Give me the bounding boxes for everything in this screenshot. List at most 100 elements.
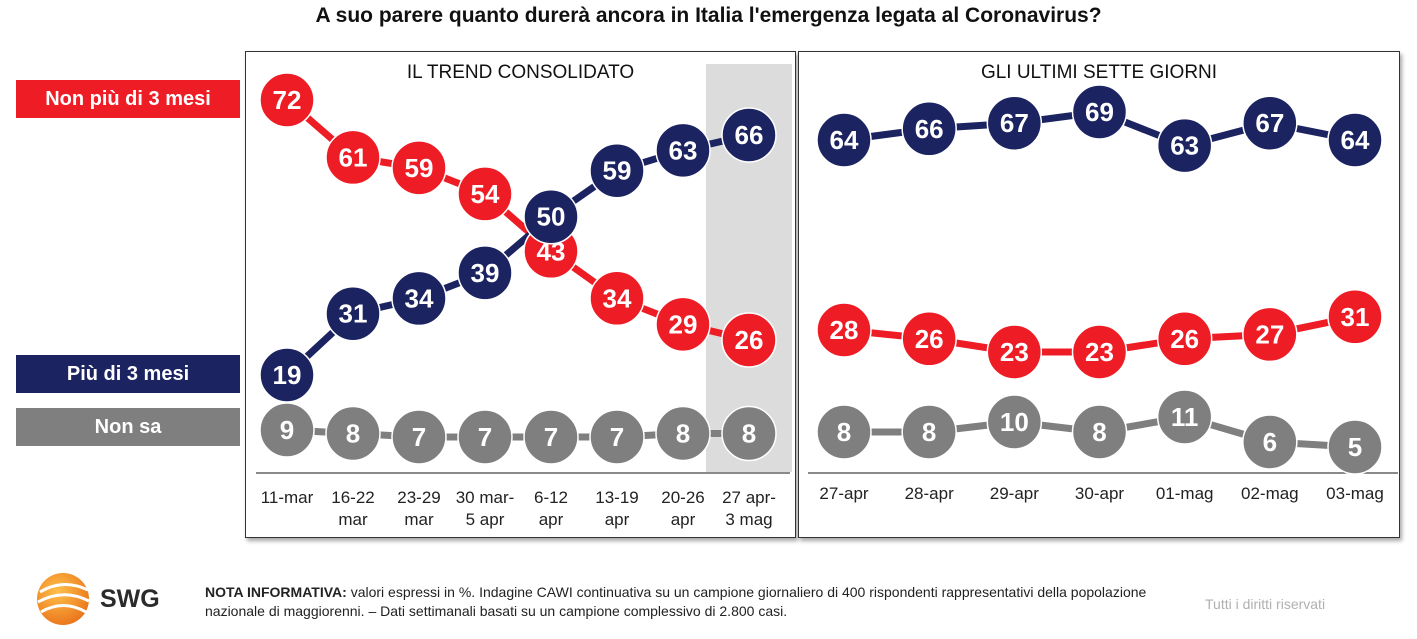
x-tick-label: 5 apr [466, 510, 505, 529]
data-label: 5 [1348, 432, 1362, 462]
data-label: 8 [346, 419, 360, 449]
x-tick-label: 11-mar [261, 488, 314, 507]
data-point [391, 140, 447, 196]
data-point [721, 405, 777, 462]
data-label: 34 [405, 283, 434, 313]
data-label: 59 [405, 153, 434, 183]
data-label: 26 [1170, 324, 1199, 354]
data-point [1242, 95, 1298, 151]
data-point [1327, 112, 1383, 168]
rights-reserved: Tutti i diritti riservati [1205, 596, 1326, 612]
data-label: 8 [676, 419, 690, 449]
x-tick-label: 16-22 [331, 488, 374, 507]
data-label: 23 [1000, 337, 1029, 367]
data-point [721, 312, 777, 368]
data-point [816, 112, 872, 168]
data-label: 69 [1085, 97, 1114, 127]
data-point [901, 311, 957, 367]
x-tick-label: apr [605, 510, 630, 529]
data-label: 7 [478, 422, 492, 452]
data-label: 8 [1092, 417, 1106, 447]
data-point [391, 270, 447, 327]
data-point [523, 409, 579, 465]
data-point [901, 404, 957, 460]
data-label: 6 [1263, 427, 1277, 457]
data-point [816, 302, 872, 358]
data-label: 8 [742, 419, 756, 449]
note-text: valori espressi in %. Indagine CAWI cont… [205, 584, 1147, 619]
data-label: 34 [603, 283, 632, 313]
data-point [816, 404, 872, 460]
data-label: 63 [1170, 131, 1199, 161]
data-point [1156, 389, 1213, 445]
data-label: 9 [280, 415, 294, 445]
data-point [1242, 306, 1298, 363]
x-tick-label: 3 mag [725, 510, 772, 529]
data-label: 26 [735, 325, 764, 355]
data-label: 66 [915, 114, 944, 144]
data-label: 11 [1171, 402, 1199, 432]
data-label: 8 [922, 417, 936, 447]
x-tick-label: 03-mag [1326, 484, 1384, 503]
x-tick-label: 27 apr- [722, 488, 776, 507]
data-label: 50 [537, 202, 566, 232]
data-label: 27 [1255, 319, 1284, 349]
panel-trend-title: IL TREND CONSOLIDATO [406, 62, 635, 83]
data-point [259, 347, 315, 403]
data-label: 31 [1341, 302, 1370, 332]
data-label: 8 [837, 417, 851, 447]
data-point [721, 107, 777, 163]
chart-title: A suo parere quanto durerà ancora in Ita… [315, 4, 1102, 27]
x-tick-label: 23-29 [397, 488, 440, 507]
data-point [457, 166, 513, 222]
x-tick-label: 01-mag [1156, 484, 1214, 503]
data-point [901, 101, 957, 157]
data-label: 19 [273, 360, 302, 390]
data-point [1327, 289, 1383, 345]
data-point [325, 405, 381, 462]
swg-logo-icon [32, 568, 94, 635]
data-label: 7 [544, 422, 558, 452]
data-label: 31 [339, 299, 368, 329]
data-point [986, 95, 1043, 151]
data-label: 61 [339, 142, 368, 172]
data-point [1242, 414, 1298, 470]
x-tick-label: 30 mar- [456, 488, 515, 507]
x-tick-label: apr [671, 510, 696, 529]
note-label: NOTA INFORMATIVA: [205, 584, 347, 600]
x-tick-label: 30-apr [1075, 484, 1124, 503]
data-point [1327, 419, 1383, 475]
data-point [457, 245, 513, 301]
data-point [986, 324, 1043, 380]
data-label: 10 [1000, 407, 1029, 437]
data-point [655, 296, 711, 353]
data-point [589, 409, 645, 465]
x-tick-label: 28-apr [905, 484, 954, 503]
data-point [457, 409, 513, 465]
x-tick-label: 6-12 [534, 488, 568, 507]
footer-note: NOTA INFORMATIVA: valori espressi in %. … [205, 583, 1165, 621]
data-label: 28 [830, 315, 859, 345]
x-tick-label: apr [539, 510, 564, 529]
data-point [259, 72, 315, 128]
x-tick-label: mar [404, 510, 434, 529]
data-label: 39 [471, 258, 500, 288]
data-label: 64 [830, 125, 859, 155]
data-label: 66 [735, 120, 764, 150]
x-tick-label: 20-26 [661, 488, 704, 507]
legend-non-sa: Non sa [16, 408, 240, 446]
data-label: 29 [669, 309, 698, 339]
data-point [1071, 324, 1128, 380]
data-point [589, 270, 645, 327]
x-tick-label: 02-mag [1241, 484, 1299, 503]
data-label: 64 [1341, 125, 1370, 155]
brand-name: SWG [100, 585, 160, 613]
data-label: 67 [1255, 108, 1284, 138]
data-label: 63 [669, 135, 698, 165]
data-point [391, 409, 447, 465]
data-label: 59 [603, 156, 632, 186]
x-tick-label: mar [338, 510, 368, 529]
panel-seven-days-title: GLI ULTIMI SETTE GIORNI [980, 62, 1218, 83]
data-label: 23 [1085, 337, 1114, 367]
